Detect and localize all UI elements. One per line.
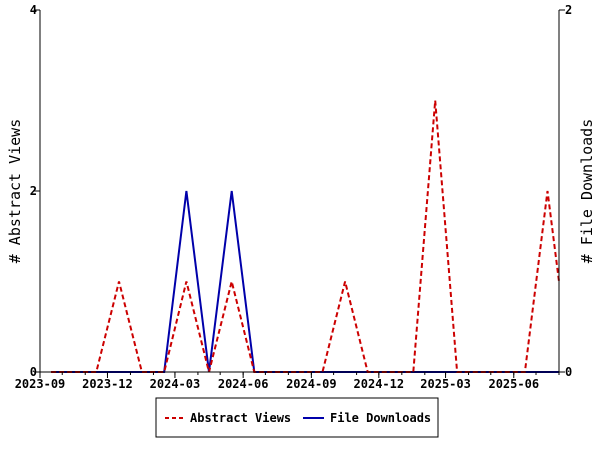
y-right-tick-label: 2 (565, 3, 572, 17)
x-tick-label: 2025-06 (488, 377, 539, 391)
y-right-tick-label: 0 (565, 365, 572, 379)
legend: Abstract Views File Downloads (155, 397, 439, 438)
legend-box (155, 397, 439, 438)
x-tick-label: 2023-12 (82, 377, 133, 391)
y-left-axis-title: # Abstract Views (6, 119, 24, 264)
y-left-tick-label: 4 (30, 3, 37, 17)
x-tick-label: 2024-03 (150, 377, 201, 391)
series-line-file-downloads (51, 190, 559, 373)
y-left-tick-label: 0 (30, 365, 37, 379)
plot-area (51, 100, 560, 373)
x-tick-label: 2024-09 (286, 377, 337, 391)
y-left-tick-label: 2 (30, 184, 37, 198)
y-right-axis-title: # File Downloads (578, 119, 596, 264)
x-tick-label: 2023-09 (15, 377, 66, 391)
series-line-abstract-views (51, 100, 560, 373)
x-tick-label: 2024-12 (354, 377, 405, 391)
axes: 2023-09 2023-12 2024-03 2024-06 2024-09 2024-… (15, 3, 573, 391)
x-tick-label: 2024-06 (218, 377, 269, 391)
legend-label-abstract-views: Abstract Views (190, 411, 291, 425)
x-tick-label: 2025-03 (420, 377, 471, 391)
legend-label-file-downloads: File Downloads (330, 411, 431, 425)
